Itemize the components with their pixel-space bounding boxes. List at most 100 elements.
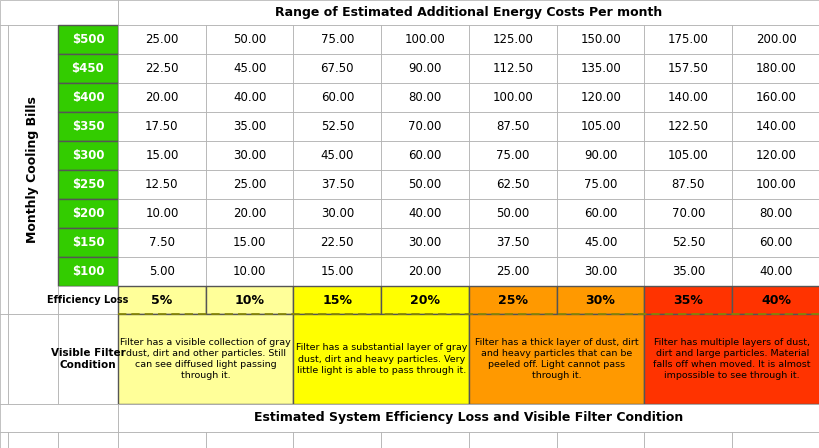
Text: 60.00: 60.00 <box>758 236 792 249</box>
Bar <box>118 54 206 83</box>
Text: 20.00: 20.00 <box>408 265 441 278</box>
Text: 122.50: 122.50 <box>667 120 708 133</box>
Text: 30.00: 30.00 <box>233 149 266 162</box>
Bar <box>644 314 819 404</box>
Bar <box>556 257 644 286</box>
Text: 80.00: 80.00 <box>408 91 441 104</box>
Bar <box>293 54 381 83</box>
Text: 30.00: 30.00 <box>320 207 354 220</box>
Bar <box>293 112 381 141</box>
Text: 60.00: 60.00 <box>320 91 354 104</box>
Bar <box>381 257 468 286</box>
Text: 87.50: 87.50 <box>671 178 704 191</box>
Bar <box>731 25 819 54</box>
Text: 35.00: 35.00 <box>233 120 266 133</box>
Text: 150.00: 150.00 <box>580 33 620 46</box>
Bar <box>381 199 468 228</box>
Text: 30.00: 30.00 <box>583 265 617 278</box>
Bar <box>556 286 644 314</box>
Text: Filter has multiple layers of dust,
dirt and large particles. Material
falls off: Filter has multiple layers of dust, dirt… <box>653 338 810 380</box>
Bar <box>293 314 468 404</box>
Text: 87.50: 87.50 <box>495 120 529 133</box>
Bar <box>118 257 206 286</box>
Bar <box>118 286 206 314</box>
Bar <box>118 199 206 228</box>
Bar <box>731 199 819 228</box>
Bar <box>556 112 644 141</box>
Bar <box>556 141 644 170</box>
Text: 80.00: 80.00 <box>758 207 792 220</box>
Bar <box>556 54 644 83</box>
Text: $100: $100 <box>72 265 104 278</box>
Bar <box>206 141 293 170</box>
Bar <box>58 25 118 54</box>
Text: 120.00: 120.00 <box>755 149 795 162</box>
Bar <box>58 314 118 404</box>
Text: 30%: 30% <box>585 293 615 306</box>
Bar <box>118 404 819 432</box>
Bar <box>381 54 468 83</box>
Text: 17.50: 17.50 <box>145 120 179 133</box>
Bar <box>206 170 293 199</box>
Text: 12.50: 12.50 <box>145 178 179 191</box>
Bar <box>556 83 644 112</box>
Bar <box>293 199 381 228</box>
Text: 40.00: 40.00 <box>758 265 792 278</box>
Bar <box>58 286 118 314</box>
Text: Monthly Cooling Bills: Monthly Cooling Bills <box>26 96 39 243</box>
Text: 40.00: 40.00 <box>233 91 266 104</box>
Text: Estimated System Efficiency Loss and Visible Filter Condition: Estimated System Efficiency Loss and Vis… <box>254 412 683 425</box>
Bar <box>731 286 819 314</box>
Text: $150: $150 <box>71 236 104 249</box>
Bar <box>731 170 819 199</box>
Text: 20.00: 20.00 <box>233 207 266 220</box>
Bar <box>381 83 468 112</box>
Text: 22.50: 22.50 <box>145 62 179 75</box>
Bar <box>731 228 819 257</box>
Bar <box>118 170 206 199</box>
Text: Filter has a visible collection of gray
dust, dirt and other particles. Still
ca: Filter has a visible collection of gray … <box>120 338 291 380</box>
Text: 15.00: 15.00 <box>320 265 354 278</box>
Bar <box>644 54 731 83</box>
Bar <box>468 228 556 257</box>
Bar <box>731 141 819 170</box>
Bar <box>118 314 293 404</box>
Text: $200: $200 <box>72 207 104 220</box>
Bar <box>206 83 293 112</box>
Text: 75.00: 75.00 <box>320 33 354 46</box>
Text: 70.00: 70.00 <box>408 120 441 133</box>
Text: $400: $400 <box>71 91 104 104</box>
Text: 140.00: 140.00 <box>755 120 795 133</box>
Bar <box>58 432 118 448</box>
Bar <box>118 0 819 25</box>
Text: 20.00: 20.00 <box>145 91 179 104</box>
Bar <box>731 432 819 448</box>
Text: 60.00: 60.00 <box>408 149 441 162</box>
Bar <box>731 54 819 83</box>
Bar <box>293 141 381 170</box>
Bar <box>58 83 118 112</box>
Text: 37.50: 37.50 <box>320 178 354 191</box>
Text: 10.00: 10.00 <box>145 207 179 220</box>
Bar <box>381 432 468 448</box>
Text: 15.00: 15.00 <box>145 149 179 162</box>
Text: 7.50: 7.50 <box>149 236 174 249</box>
Text: Efficiency Loss: Efficiency Loss <box>48 295 129 305</box>
Bar <box>468 83 556 112</box>
Text: 90.00: 90.00 <box>583 149 617 162</box>
Bar <box>58 199 118 228</box>
Bar <box>731 257 819 286</box>
Text: 45.00: 45.00 <box>320 149 354 162</box>
Bar <box>293 25 381 54</box>
Text: 100.00: 100.00 <box>755 178 795 191</box>
Bar <box>206 199 293 228</box>
Bar <box>206 432 293 448</box>
Text: 52.50: 52.50 <box>320 120 354 133</box>
Bar <box>468 54 556 83</box>
Bar <box>644 141 731 170</box>
Text: 100.00: 100.00 <box>405 33 445 46</box>
Bar <box>118 432 206 448</box>
Bar <box>206 112 293 141</box>
Bar <box>731 112 819 141</box>
Text: 157.50: 157.50 <box>667 62 708 75</box>
